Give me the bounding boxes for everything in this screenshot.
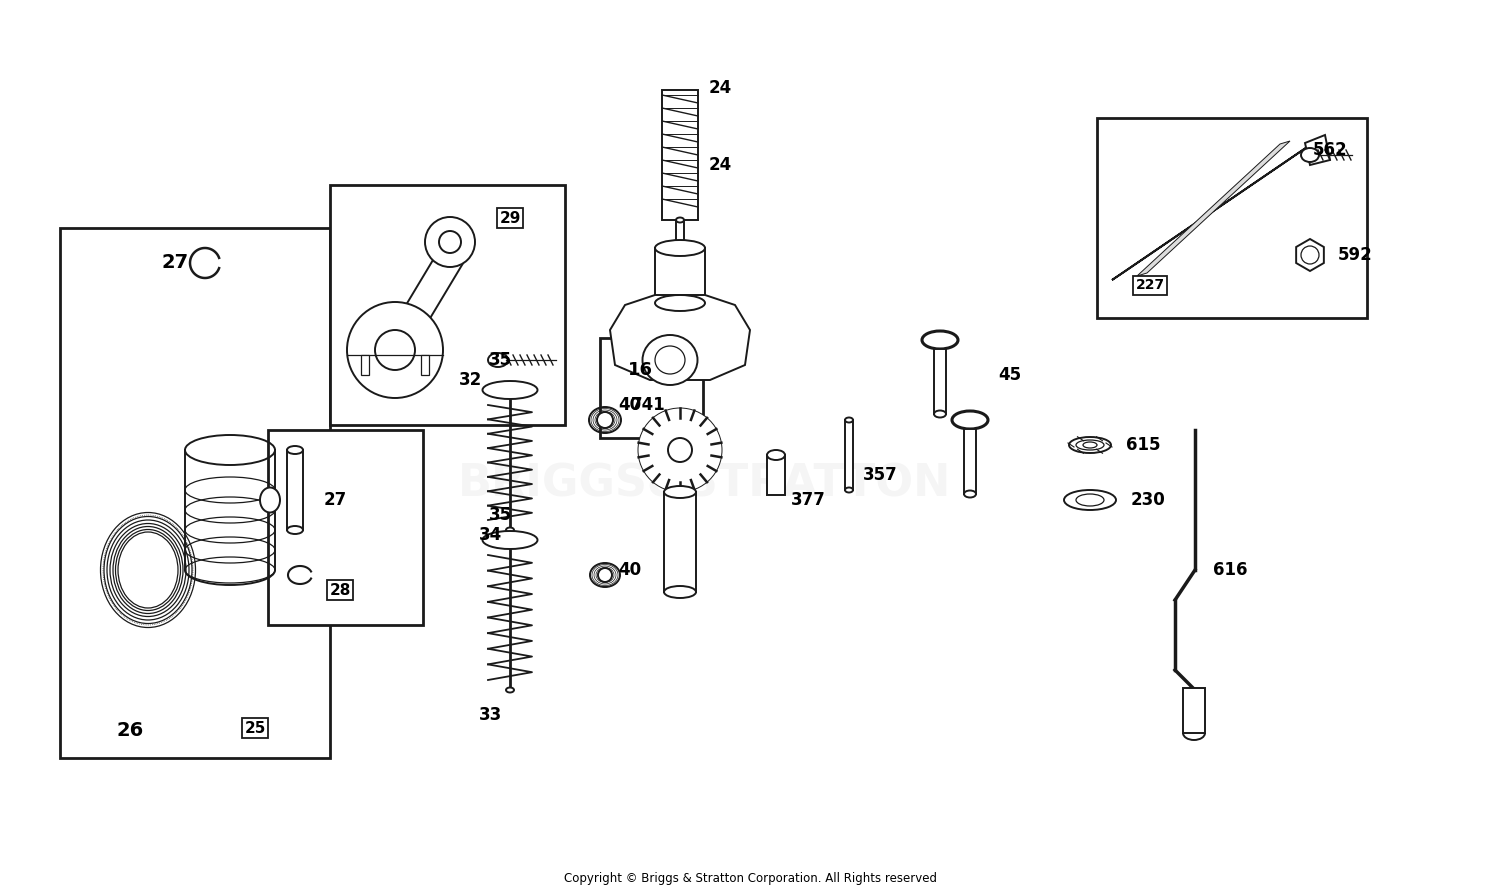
Text: Copyright © Briggs & Stratton Corporation. All Rights reserved: Copyright © Briggs & Stratton Corporatio…	[564, 872, 936, 884]
Bar	[964, 429, 976, 494]
Circle shape	[598, 568, 612, 582]
Bar	[60, 228, 330, 758]
Circle shape	[648, 418, 712, 482]
Ellipse shape	[260, 487, 280, 513]
Ellipse shape	[844, 418, 853, 423]
Ellipse shape	[1076, 440, 1104, 450]
Bar	[600, 338, 703, 438]
Text: 230: 230	[1131, 491, 1166, 509]
Bar	[662, 90, 698, 220]
Text: 40: 40	[618, 561, 642, 579]
Text: 227: 227	[1136, 278, 1164, 292]
Text: 34: 34	[478, 526, 501, 544]
Ellipse shape	[934, 410, 946, 418]
Bar	[844, 420, 853, 490]
Ellipse shape	[488, 353, 508, 367]
Text: 32: 32	[459, 371, 482, 389]
Ellipse shape	[952, 411, 988, 429]
Polygon shape	[1112, 137, 1322, 280]
Ellipse shape	[1083, 442, 1096, 448]
Circle shape	[638, 408, 722, 492]
Text: 45: 45	[999, 366, 1022, 384]
Text: 592: 592	[1338, 246, 1372, 264]
Text: 24: 24	[708, 79, 732, 97]
Ellipse shape	[844, 487, 853, 493]
Ellipse shape	[656, 295, 705, 311]
Circle shape	[375, 330, 416, 370]
Bar	[676, 220, 684, 248]
Bar	[422, 355, 429, 375]
Ellipse shape	[964, 490, 976, 497]
Text: 16: 16	[627, 361, 652, 379]
Bar	[362, 355, 369, 375]
Ellipse shape	[1070, 437, 1112, 453]
Ellipse shape	[1300, 148, 1318, 162]
Text: 29: 29	[500, 211, 520, 226]
Text: 377: 377	[790, 491, 825, 509]
Text: 615: 615	[1125, 436, 1161, 454]
Ellipse shape	[656, 346, 686, 374]
Circle shape	[440, 231, 460, 253]
Ellipse shape	[676, 218, 684, 222]
Text: 35: 35	[489, 506, 512, 524]
Bar	[1096, 118, 1366, 318]
Ellipse shape	[483, 531, 537, 549]
Polygon shape	[610, 295, 750, 380]
Polygon shape	[1305, 135, 1330, 165]
Text: 562: 562	[1312, 141, 1347, 159]
Bar	[656, 248, 705, 303]
Ellipse shape	[506, 528, 515, 532]
Bar	[1184, 688, 1204, 733]
Ellipse shape	[642, 335, 698, 385]
Text: 616: 616	[1212, 561, 1248, 579]
Text: 33: 33	[478, 706, 501, 724]
Text: 40: 40	[618, 396, 642, 414]
Text: 35: 35	[489, 351, 512, 369]
Ellipse shape	[286, 526, 303, 534]
Ellipse shape	[922, 331, 958, 349]
Text: 27: 27	[324, 491, 346, 509]
Bar	[766, 455, 784, 495]
Polygon shape	[1137, 141, 1290, 276]
Text: 357: 357	[862, 466, 897, 484]
Ellipse shape	[286, 446, 303, 454]
Text: 27: 27	[162, 253, 189, 271]
Text: 28: 28	[330, 582, 351, 598]
Ellipse shape	[506, 687, 515, 693]
Ellipse shape	[664, 586, 696, 598]
Ellipse shape	[766, 450, 784, 460]
Bar	[934, 349, 946, 414]
Text: BRIGGS&STRATTON: BRIGGS&STRATTON	[459, 462, 951, 505]
Ellipse shape	[1064, 490, 1116, 510]
Bar	[664, 492, 696, 592]
Circle shape	[424, 217, 476, 267]
Text: 26: 26	[117, 720, 144, 739]
Circle shape	[346, 302, 442, 398]
Ellipse shape	[656, 240, 705, 256]
Bar	[268, 430, 423, 625]
Circle shape	[668, 438, 692, 462]
Text: 24: 24	[708, 156, 732, 174]
Text: 741: 741	[630, 396, 666, 414]
Bar	[286, 450, 303, 530]
Circle shape	[1300, 246, 1318, 264]
Ellipse shape	[483, 381, 537, 399]
Text: 25: 25	[244, 720, 266, 736]
Bar	[330, 185, 566, 425]
Ellipse shape	[664, 486, 696, 498]
Polygon shape	[386, 240, 465, 360]
Circle shape	[597, 412, 613, 428]
